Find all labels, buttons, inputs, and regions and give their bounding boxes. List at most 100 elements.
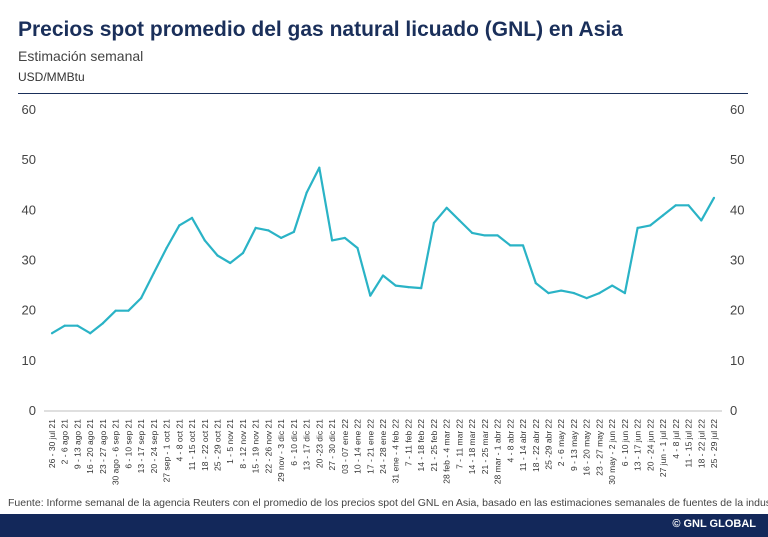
y-tick-label-right: 30 bbox=[730, 253, 744, 268]
x-tick-label: 16 - 20 may 22 bbox=[582, 419, 592, 476]
x-tick-label: 03 - 07 ene 22 bbox=[340, 419, 350, 474]
x-tick-label: 9 - 13 ago 21 bbox=[72, 419, 82, 469]
data-point bbox=[458, 219, 461, 222]
y-axis-left: 0 10 20 30 40 50 60 bbox=[22, 102, 36, 418]
x-tick-label: 11 - 14 abr 22 bbox=[518, 419, 528, 472]
data-point bbox=[572, 292, 576, 295]
x-tick-label: 26 - 30 jul 21 bbox=[47, 419, 57, 468]
data-point bbox=[381, 274, 385, 277]
data-point bbox=[190, 216, 194, 219]
footer-bar: © GNL GLOBAL bbox=[0, 514, 768, 537]
data-point bbox=[674, 204, 677, 207]
data-point bbox=[330, 239, 334, 242]
data-point bbox=[560, 289, 563, 292]
y-tick-label-left: 20 bbox=[22, 303, 36, 318]
x-tick-label: 20 - 24 sep 21 bbox=[149, 419, 159, 474]
x-tick-label: 29 nov - 3 dic 21 bbox=[276, 419, 286, 482]
data-point bbox=[547, 292, 550, 295]
x-tick-label: 25 - 29 jul 22 bbox=[709, 419, 719, 468]
data-point bbox=[394, 284, 397, 287]
data-point bbox=[432, 221, 436, 224]
brand-label: © GNL GLOBAL bbox=[672, 518, 756, 530]
x-tick-label: 30 may - 2 jun 22 bbox=[607, 419, 617, 485]
x-tick-label: 27 jun - 1 jul 22 bbox=[658, 419, 668, 477]
y-tick-label-left: 30 bbox=[22, 253, 36, 268]
data-point bbox=[343, 236, 346, 240]
x-tick-label: 14 - 18 mar 22 bbox=[467, 419, 477, 475]
x-tick-label: 4 - 8 abr 22 bbox=[505, 419, 515, 463]
x-tick-label: 18 - 22 oct 21 bbox=[200, 419, 210, 471]
data-point bbox=[318, 166, 321, 169]
data-point bbox=[636, 226, 639, 229]
x-tick-label: 4 - 8 jul 22 bbox=[671, 419, 681, 459]
data-point bbox=[254, 226, 257, 229]
x-tick-label: 15 - 19 nov 21 bbox=[251, 419, 261, 474]
data-point bbox=[509, 244, 512, 247]
x-tick-label: 10 - 14 ene 22 bbox=[353, 419, 363, 474]
data-point bbox=[101, 322, 105, 325]
data-point bbox=[292, 230, 295, 234]
y-tick-label-right: 0 bbox=[730, 403, 737, 418]
data-point bbox=[700, 219, 703, 222]
x-tick-label: 16 - 20 ago 21 bbox=[85, 419, 95, 474]
source-note: Fuente: Informe semanal de la agencia Re… bbox=[8, 497, 768, 509]
header-divider bbox=[18, 93, 748, 94]
x-tick-label: 2 - 6 ago 21 bbox=[60, 419, 70, 465]
y-tick-label-left: 0 bbox=[29, 403, 36, 418]
y-tick-label-left: 60 bbox=[22, 102, 36, 117]
y-tick-label-left: 10 bbox=[22, 353, 36, 368]
data-point bbox=[280, 236, 283, 240]
x-tick-label: 28 mar - 1 abr 22 bbox=[493, 419, 503, 484]
x-tick-label: 13 - 17 jun 22 bbox=[633, 419, 643, 471]
x-tick-label: 31 ene - 4 feb 22 bbox=[391, 419, 401, 484]
data-point bbox=[178, 224, 181, 227]
data-point bbox=[407, 285, 410, 289]
data-point bbox=[114, 309, 117, 312]
x-tick-label: 9 - 13 may 22 bbox=[569, 419, 579, 471]
x-tick-label: 11 - 15 oct 21 bbox=[187, 419, 197, 471]
data-point bbox=[127, 309, 130, 312]
y-tick-label-right: 50 bbox=[730, 152, 744, 167]
y-tick-label-left: 50 bbox=[22, 152, 36, 167]
x-tick-label: 7 - 11 feb 22 bbox=[403, 419, 413, 466]
y-tick-label-right: 20 bbox=[730, 303, 744, 318]
x-tick-label: 28 feb - 4 mar 22 bbox=[442, 419, 452, 484]
x-axis: 26 - 30 jul 21 2 - 6 ago 21 9 - 13 ago 21 1… bbox=[47, 419, 719, 485]
data-point bbox=[50, 332, 54, 335]
data-points bbox=[50, 166, 716, 335]
y-tick-label-left: 40 bbox=[22, 202, 36, 217]
data-point bbox=[712, 196, 716, 199]
data-point bbox=[241, 251, 245, 255]
x-tick-label: 6 - 10 sep 21 bbox=[123, 419, 133, 469]
x-tick-label: 14 - 18 feb 22 bbox=[416, 419, 426, 472]
data-point bbox=[496, 234, 499, 237]
y-axis-unit: USD/MMBtu bbox=[18, 70, 85, 84]
data-point bbox=[598, 292, 601, 295]
x-tick-label: 6 - 10 dic 21 bbox=[289, 419, 299, 466]
x-tick-label: 4 - 8 oct 21 bbox=[174, 419, 184, 462]
data-point bbox=[611, 284, 614, 287]
x-tick-label: 21 - 25 mar 22 bbox=[480, 419, 490, 475]
data-point bbox=[661, 214, 665, 217]
data-point bbox=[356, 246, 359, 250]
x-tick-label: 17 - 21 ene 22 bbox=[365, 419, 375, 474]
price-series-line bbox=[51, 166, 715, 335]
data-point bbox=[649, 224, 652, 227]
data-point bbox=[203, 239, 206, 242]
x-tick-label: 13 - 17 sep 21 bbox=[136, 419, 146, 474]
x-tick-label: 20 -23 dic 21 bbox=[314, 419, 324, 468]
data-point bbox=[305, 191, 308, 194]
data-point bbox=[687, 204, 690, 207]
data-point bbox=[267, 229, 270, 232]
data-point bbox=[76, 324, 79, 327]
data-point bbox=[369, 294, 372, 297]
data-point bbox=[471, 231, 474, 235]
x-tick-label: 11 - 15 jul 22 bbox=[684, 419, 694, 468]
x-tick-label: 2 - 6 may 22 bbox=[556, 419, 566, 467]
x-tick-label: 25 - 29 oct 21 bbox=[213, 419, 223, 471]
x-tick-label: 1 - 5 nov 21 bbox=[225, 419, 235, 464]
y-tick-label-right: 40 bbox=[730, 202, 744, 217]
data-point bbox=[165, 246, 168, 250]
chart-subtitle: Estimación semanal bbox=[18, 48, 144, 64]
line-chart: 0 10 20 30 40 50 60 0 10 20 30 40 50 60 26 - 30 jul … bbox=[22, 102, 745, 485]
